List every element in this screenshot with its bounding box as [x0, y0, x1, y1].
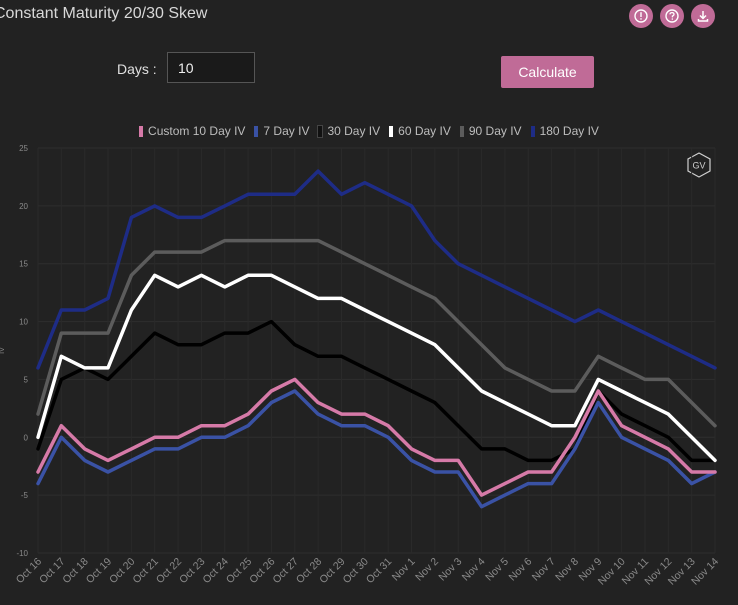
legend-label: Custom 10 Day IV	[148, 124, 246, 138]
legend-swatch	[254, 125, 259, 137]
page-title: Constant Maturity 20/30 Skew	[0, 5, 208, 22]
y-tick-label: 25	[19, 144, 28, 153]
x-tick-label: Nov 2	[413, 556, 441, 584]
legend-item[interactable]: 60 Day IV	[389, 124, 451, 138]
y-tick-label: -5	[21, 491, 29, 500]
legend-item[interactable]: 7 Day IV	[254, 124, 309, 138]
legend-swatch	[389, 125, 394, 137]
help-icon[interactable]	[660, 4, 684, 28]
legend-item[interactable]: 90 Day IV	[459, 124, 522, 138]
legend-swatch	[459, 125, 464, 137]
x-tick-label: Nov 3	[436, 556, 464, 584]
series-line	[36, 377, 717, 497]
series-line	[36, 169, 717, 370]
alert-icon[interactable]	[629, 4, 653, 28]
y-tick-label: 10	[19, 318, 28, 327]
x-tick-label: Nov 7	[530, 556, 558, 584]
legend-swatch	[530, 125, 535, 137]
series-line	[36, 319, 717, 463]
x-tick-label: Oct 31	[364, 556, 394, 586]
y-tick-label: 5	[24, 375, 29, 384]
x-tick-label: Nov 1	[390, 556, 418, 584]
legend-label: 30 Day IV	[327, 124, 381, 138]
y-tick-label: 20	[19, 202, 28, 211]
y-tick-label: 15	[19, 260, 28, 269]
y-tick-label: -10	[16, 549, 28, 558]
x-tick-label: Nov 4	[460, 556, 488, 584]
legend-swatch	[317, 124, 324, 138]
series-line	[36, 273, 717, 463]
x-tick-label: Nov 5	[483, 556, 511, 584]
legend-swatch	[139, 125, 144, 137]
gv-logo: GV	[687, 152, 711, 178]
y-tick-label: 0	[24, 433, 29, 442]
x-tick-label: Nov 6	[506, 556, 534, 584]
legend-label: 7 Day IV	[263, 124, 310, 138]
legend-label: 180 Day IV	[539, 124, 599, 138]
legend-item[interactable]: 180 Day IV	[530, 124, 599, 138]
legend-label: 60 Day IV	[398, 124, 451, 138]
svg-text:GV: GV	[692, 161, 705, 171]
series-line	[36, 238, 717, 428]
days-input[interactable]	[167, 52, 255, 83]
y-axis-label: IV	[0, 347, 6, 354]
chart-legend: Custom 10 Day IV 7 Day IV 30 Day IV 60 Day …	[0, 124, 738, 138]
series-line	[36, 389, 717, 509]
legend-label: 90 Day IV	[468, 124, 522, 138]
download-icon[interactable]	[691, 4, 715, 28]
days-label: Days :	[117, 61, 157, 77]
legend-item[interactable]: Custom 10 Day IV	[139, 124, 245, 138]
x-tick-label: Nov 8	[553, 556, 581, 584]
legend-item[interactable]: 30 Day IV	[317, 124, 381, 138]
calculate-button[interactable]: Calculate	[501, 56, 594, 88]
